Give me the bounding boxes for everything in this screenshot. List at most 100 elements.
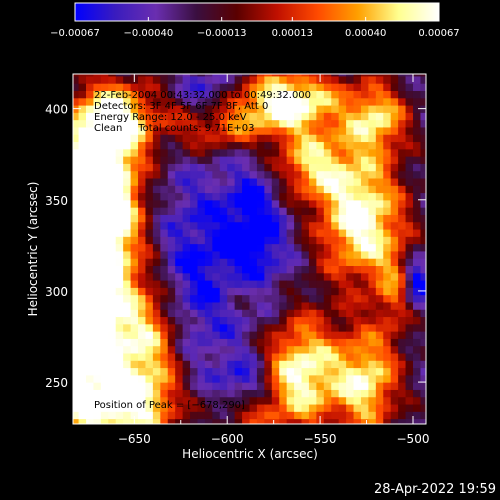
- heatmap-cell: [100, 75, 109, 84]
- heatmap-cell: [271, 389, 280, 398]
- heatmap-cell: [86, 141, 95, 150]
- heatmap-cell: [123, 61, 131, 69]
- heatmap-cell: [368, 323, 377, 332]
- heatmap-cell: [398, 374, 407, 383]
- heatmap-cell: [100, 112, 109, 121]
- heatmap-cell: [301, 301, 310, 310]
- heatmap-cell: [138, 309, 147, 318]
- heatmap-cell: [145, 192, 154, 201]
- heatmap-cell: [368, 97, 377, 106]
- heatmap-cell: [152, 382, 161, 390]
- heatmap-cell: [338, 90, 347, 99]
- heatmap-cell: [190, 389, 199, 398]
- heatmap-cell: [316, 396, 325, 405]
- heatmap-cell: [152, 301, 161, 310]
- heatmap-cell: [130, 199, 139, 208]
- heatmap-cell: [375, 148, 384, 157]
- heatmap-cell: [390, 221, 399, 230]
- heatmap-cell: [323, 83, 332, 91]
- heatmap-cell: [78, 156, 87, 164]
- heatmap-cell: [398, 228, 407, 237]
- heatmap-cell: [204, 236, 213, 245]
- heatmap-cell: [219, 418, 228, 424]
- heatmap-cell: [212, 382, 221, 390]
- heatmap-cell: [294, 243, 303, 252]
- heatmap-cell: [286, 250, 295, 259]
- heatmap-cell: [100, 309, 109, 318]
- heatmap-cell: [123, 185, 132, 194]
- heatmap-cell: [242, 258, 251, 266]
- heatmap-cell: [264, 287, 273, 296]
- heatmap-cell: [204, 389, 213, 398]
- heatmap-cell: [130, 83, 139, 91]
- heatmap-cell: [353, 199, 362, 208]
- heatmap-cell: [212, 301, 221, 310]
- heatmap-cell: [390, 403, 399, 412]
- heatmap-cell: [405, 360, 414, 369]
- heatmap-cell: [160, 309, 169, 318]
- heatmap-cell: [73, 418, 80, 424]
- heatmap-cell: [234, 185, 243, 194]
- heatmap-cell: [167, 258, 176, 266]
- heatmap-cell: [73, 156, 80, 164]
- heatmap-cell: [279, 338, 288, 347]
- heatmap-cell: [316, 126, 325, 135]
- heatmap-cell: [338, 382, 347, 390]
- heatmap-cell: [383, 258, 392, 266]
- heatmap-cell: [294, 309, 303, 318]
- heatmap-cell: [338, 287, 347, 296]
- heatmap-cell: [108, 177, 117, 186]
- heatmap-cell: [428, 134, 436, 142]
- heatmap-cell: [100, 207, 109, 215]
- heatmap-cell: [346, 97, 355, 106]
- heatmap-cell: [242, 75, 251, 84]
- heatmap-cell: [242, 214, 251, 223]
- heatmap-cell: [264, 279, 273, 288]
- heatmap-cell: [383, 352, 392, 361]
- heatmap-cell: [145, 221, 154, 230]
- heatmap-cell: [398, 265, 407, 274]
- heatmap-cell: [212, 403, 221, 412]
- heatmap-cell: [249, 360, 258, 369]
- heatmap-cell: [405, 148, 414, 157]
- heatmap-cell: [160, 396, 169, 405]
- heatmap-cell: [93, 221, 102, 230]
- heatmap-cell: [294, 148, 303, 157]
- heatmap-cell: [338, 389, 347, 398]
- heatmap-cell: [360, 75, 369, 84]
- heatmap-cell: [242, 331, 251, 339]
- heatmap-cell: [190, 141, 199, 150]
- heatmap-cell: [294, 199, 303, 208]
- heatmap-cell: [428, 120, 436, 128]
- heatmap-cell: [204, 243, 213, 252]
- heatmap-cell: [353, 75, 362, 84]
- heatmap-cell: [249, 199, 258, 208]
- heatmap-cell: [301, 265, 310, 274]
- heatmap-cell: [428, 397, 436, 405]
- heatmap-cell: [390, 75, 399, 84]
- heatmap-cell: [234, 134, 243, 143]
- heatmap-cell: [204, 97, 213, 106]
- heatmap-cell: [152, 323, 161, 332]
- heatmap-cell: [138, 323, 147, 332]
- heatmap-cell: [152, 141, 161, 150]
- heatmap-cell: [346, 177, 355, 186]
- heatmap-cell: [271, 301, 280, 310]
- heatmap-cell: [138, 214, 147, 223]
- heatmap-cell: [316, 221, 325, 230]
- heatmap-cell: [73, 258, 80, 266]
- heatmap-cell: [73, 352, 80, 361]
- heatmap-cell: [167, 294, 176, 303]
- heatmap-cell: [115, 119, 124, 128]
- heatmap-cell: [360, 170, 369, 179]
- heatmap-cell: [100, 323, 109, 332]
- heatmap-cell: [286, 382, 295, 390]
- heatmap-cell: [108, 352, 117, 361]
- heatmap-cell: [175, 75, 184, 84]
- heatmap-cell: [316, 374, 325, 383]
- heatmap-cell: [264, 338, 273, 347]
- heatmap-cell: [412, 279, 422, 288]
- heatmap-cell: [197, 360, 206, 369]
- heatmap-cell: [108, 294, 117, 303]
- heatmap-cell: [264, 309, 273, 318]
